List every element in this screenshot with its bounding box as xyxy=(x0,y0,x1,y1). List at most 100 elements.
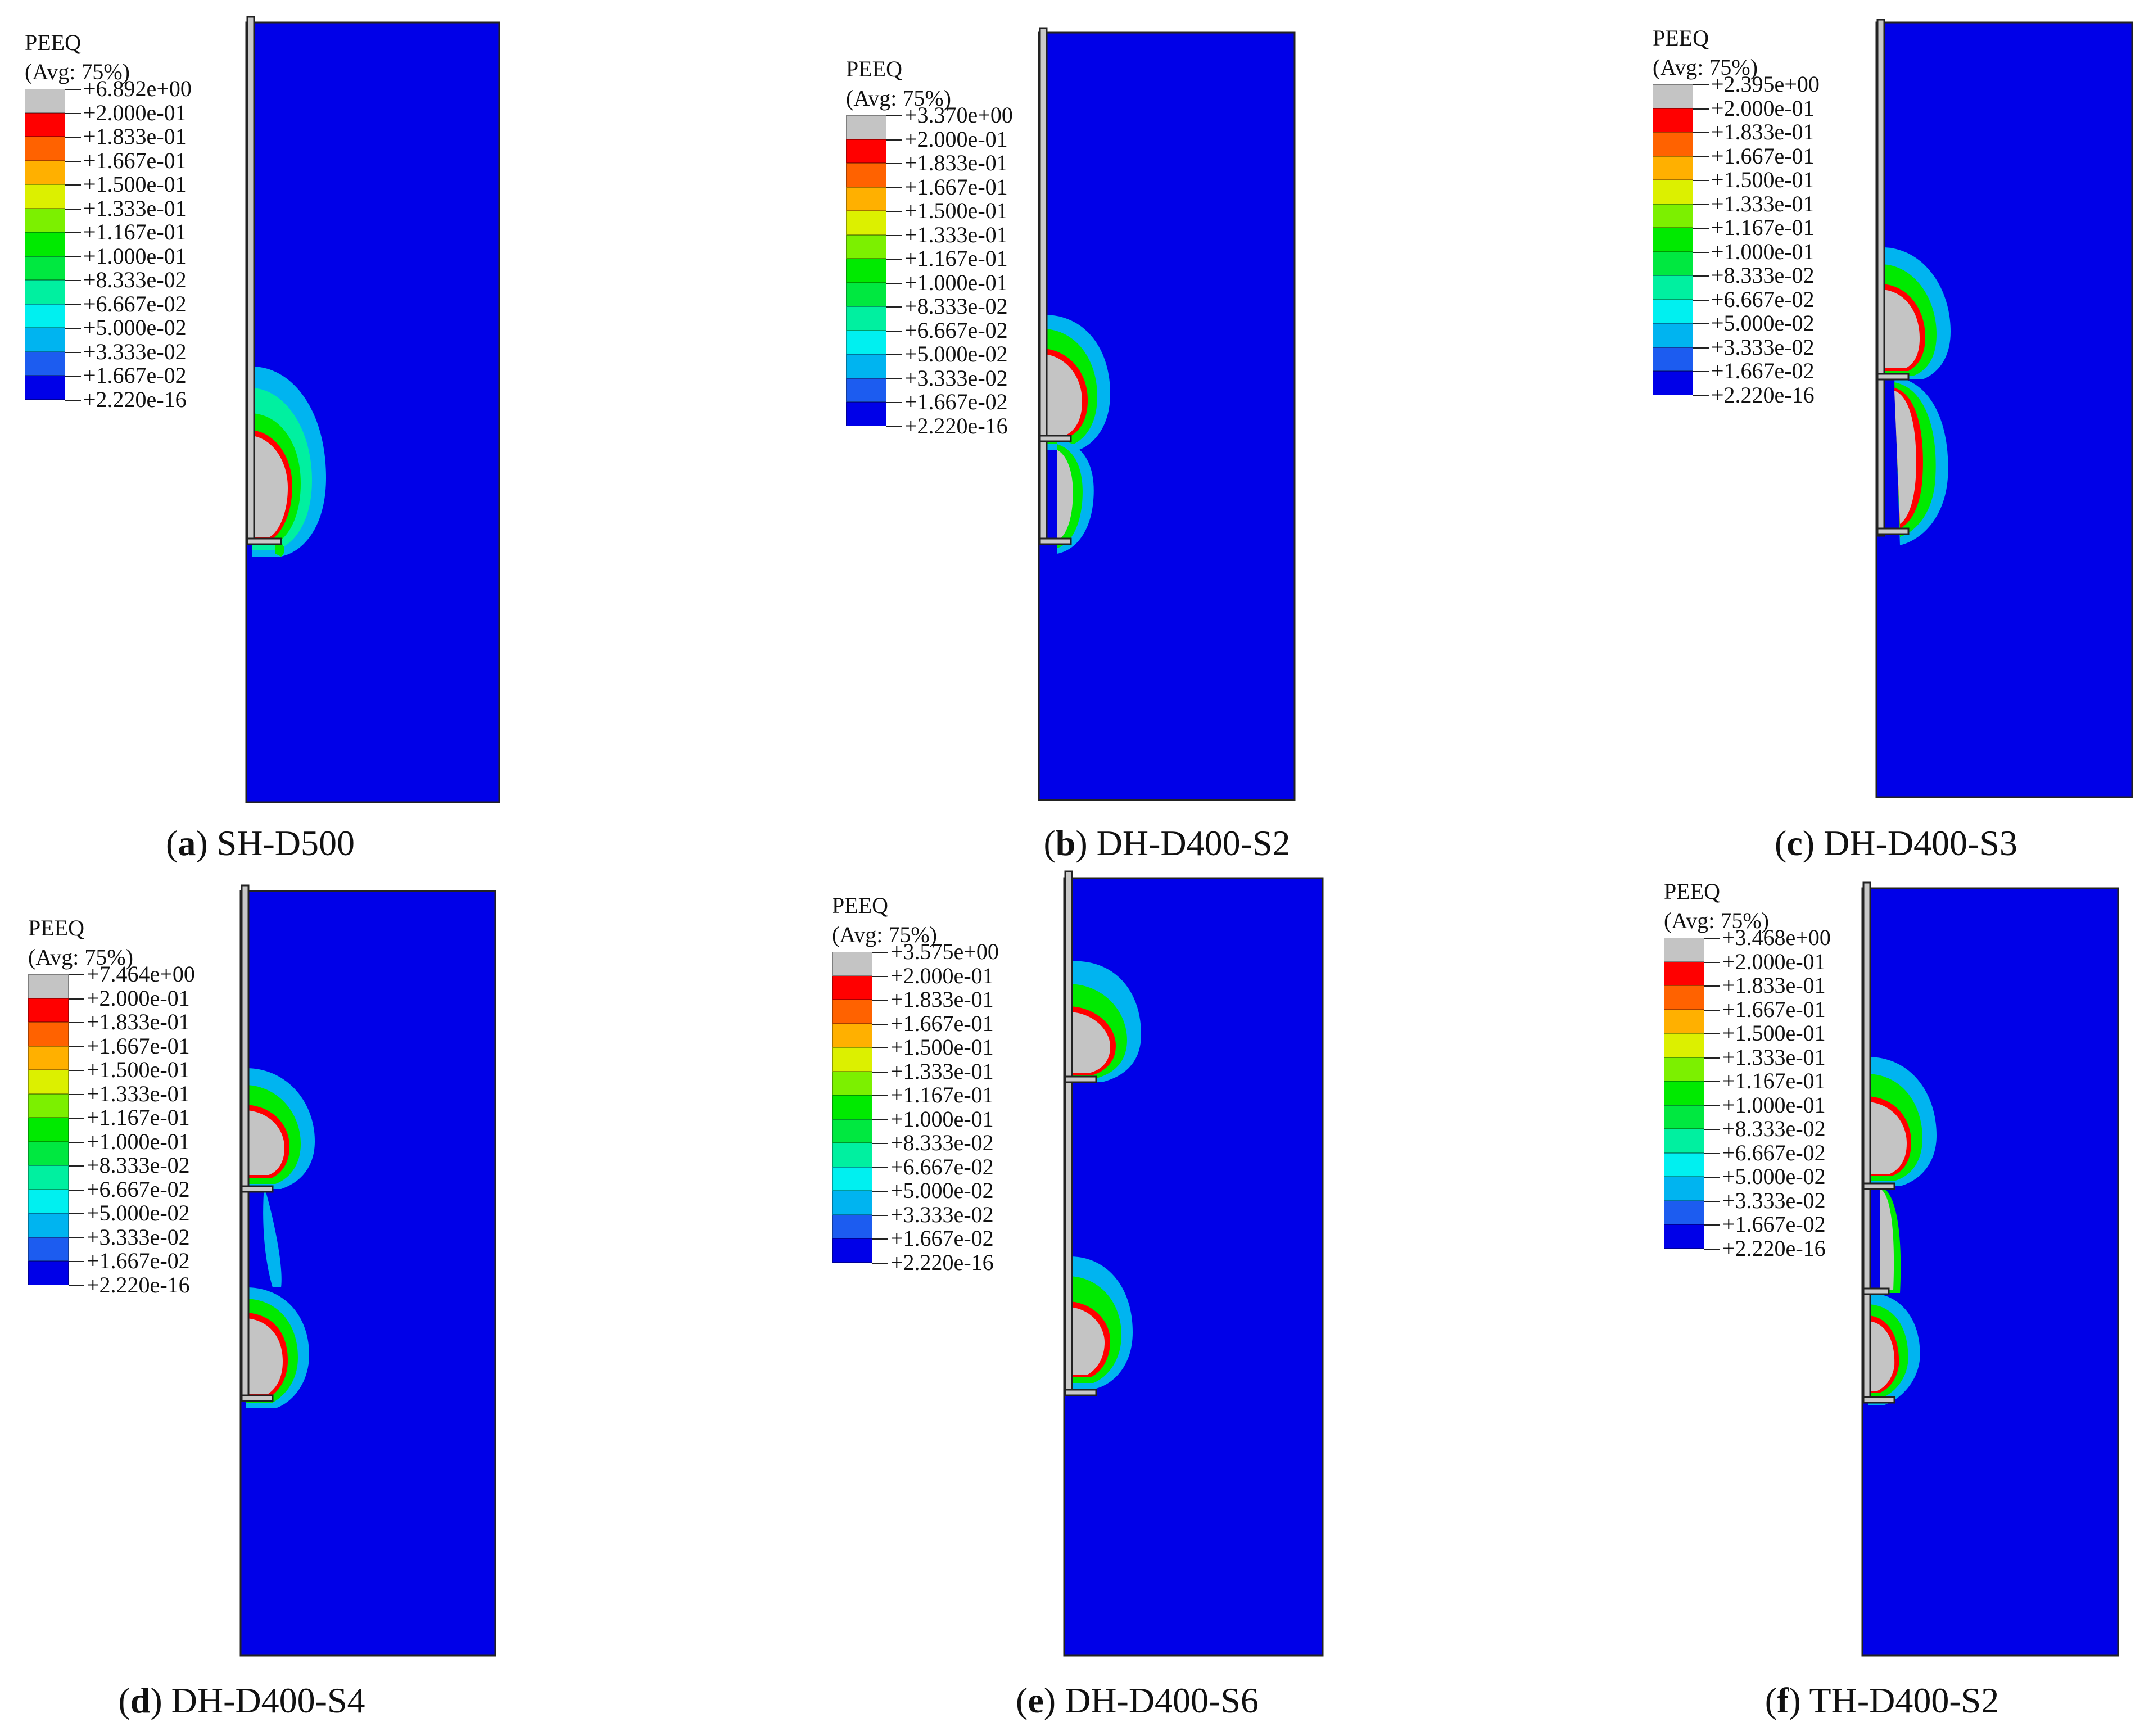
legend-label: +1.667e-01 xyxy=(904,174,1008,200)
legend-label: +2.220e-16 xyxy=(1722,1235,1826,1261)
legend-swatch xyxy=(1653,108,1693,132)
legend-swatch xyxy=(846,139,886,163)
legend-label: +1.000e-01 xyxy=(890,1106,994,1132)
legend-label: +1.000e-01 xyxy=(87,1128,190,1154)
legend-swatch xyxy=(1653,371,1693,395)
plastic-zone xyxy=(1044,315,1110,554)
legend-subtitle: (Avg: 75%) xyxy=(832,922,937,947)
legend-tick xyxy=(1704,1009,1720,1011)
legend-title: PEEQ xyxy=(28,915,84,941)
legend-swatch xyxy=(28,1165,69,1190)
caption-a: (a) SH-D500 xyxy=(166,823,355,863)
legend-label: +1.667e-02 xyxy=(890,1226,994,1251)
legend-tick xyxy=(65,232,81,233)
pile-shaft xyxy=(1876,19,1885,537)
legend-label: +1.833e-01 xyxy=(904,150,1008,175)
legend-subtitle: (Avg: 75%) xyxy=(846,85,951,111)
legend-scale: +6.892e+00 +2.000e-01 +1.833e-01 +1.667e-01… xyxy=(25,78,227,411)
legend-swatch xyxy=(25,232,65,256)
legend-tick xyxy=(872,1238,888,1240)
legend-tick xyxy=(1693,84,1709,85)
legend-label: +1.000e-01 xyxy=(1711,238,1815,264)
legend-label: +1.333e-01 xyxy=(83,195,187,221)
legend-tick xyxy=(1704,938,1720,939)
legend-tick xyxy=(886,330,902,332)
legend-tick xyxy=(1693,204,1709,205)
caption-name: DH-D400-S4 xyxy=(171,1680,365,1720)
legend-swatch xyxy=(832,1047,872,1072)
legend-label: +5.000e-02 xyxy=(904,341,1008,367)
legend-label: +1.500e-01 xyxy=(83,171,187,197)
legend-label: +6.667e-02 xyxy=(87,1176,190,1202)
legend-swatch xyxy=(28,1118,69,1142)
legend-swatch xyxy=(846,354,886,378)
legend-label: +3.333e-02 xyxy=(1711,334,1815,360)
legend-label: +2.000e-01 xyxy=(87,985,190,1011)
legend-swatch xyxy=(832,1143,872,1167)
legend-tick xyxy=(65,399,81,401)
legend-label: +5.000e-02 xyxy=(83,315,187,340)
legend-label: +6.667e-02 xyxy=(904,317,1008,343)
legend-swatch xyxy=(1653,204,1693,228)
legend-swatch xyxy=(832,1191,872,1215)
legend-swatch xyxy=(1664,1009,1704,1033)
legend-e: PEEQ (Avg: 75%) +3.575e+00 +2.000e-01 +1.8… xyxy=(832,891,1034,1274)
helix-plate xyxy=(1876,373,1910,381)
caption-e: (e) DH-D400-S6 xyxy=(1016,1680,1259,1720)
legend-swatch xyxy=(1664,985,1704,1010)
legend-tick xyxy=(872,1071,888,1073)
legend-label: +6.892e+00 xyxy=(83,76,192,101)
legend-subtitle: (Avg: 75%) xyxy=(1653,55,1758,80)
legend-swatch xyxy=(28,1070,69,1094)
legend-b: PEEQ (Avg: 75%) +3.370e+00 +2.000e-01 +1.8… xyxy=(846,55,1048,437)
legend-label: +8.333e-02 xyxy=(1722,1116,1826,1141)
legend-label: +1.667e-01 xyxy=(83,147,187,173)
legend-label: +5.000e-02 xyxy=(1722,1164,1826,1189)
legend-label: +1.833e-01 xyxy=(1711,119,1815,144)
legend-tick xyxy=(886,115,902,116)
legend-swatch xyxy=(1653,275,1693,300)
legend-label: +3.370e+00 xyxy=(904,102,1013,128)
legend-tick xyxy=(872,1167,888,1168)
legend-swatch xyxy=(832,1095,872,1119)
legend-swatch xyxy=(832,1071,872,1095)
legend-tick xyxy=(65,137,81,138)
caption-name: TH-D400-S2 xyxy=(1809,1680,1999,1720)
legend-tick xyxy=(1704,1033,1720,1034)
legend-swatch xyxy=(832,1119,872,1143)
helix-plate xyxy=(1862,1287,1890,1295)
legend-swatch xyxy=(28,1189,69,1213)
legend-tick xyxy=(65,376,81,377)
legend-tick xyxy=(1693,299,1709,301)
legend-label: +5.000e-02 xyxy=(87,1200,190,1226)
legend-label: +2.220e-16 xyxy=(904,413,1008,438)
legend-swatch xyxy=(1653,132,1693,156)
caption-name: DH-D400-S2 xyxy=(1096,823,1291,863)
legend-label: +2.220e-16 xyxy=(87,1272,190,1298)
legend-swatch xyxy=(28,1261,69,1285)
helix-plate xyxy=(1862,1396,1895,1404)
legend-tick xyxy=(69,1261,84,1262)
legend-label: +1.167e-01 xyxy=(83,219,187,245)
legend-label: +1.833e-01 xyxy=(83,124,187,149)
legend-tick xyxy=(69,974,84,975)
legend-title: PEEQ xyxy=(846,56,902,82)
legend-swatch xyxy=(28,1022,69,1046)
legend-tick xyxy=(1704,961,1720,963)
legend-label: +1.667e-01 xyxy=(1711,143,1815,169)
legend-tick xyxy=(1693,228,1709,229)
legend-swatch xyxy=(846,259,886,283)
legend-scale: +7.464e+00 +2.000e-01 +1.833e-01 +1.667e-01… xyxy=(28,963,230,1298)
helix-plate xyxy=(1064,1075,1097,1083)
legend-tick xyxy=(65,112,81,114)
legend-tick xyxy=(65,351,81,353)
plastic-zone xyxy=(1868,1057,1937,1405)
legend-title: PEEQ xyxy=(1664,879,1720,904)
legend-label: +3.333e-02 xyxy=(1722,1187,1826,1213)
caption-f: (f) TH-D400-S2 xyxy=(1765,1680,1999,1720)
legend-label: +3.468e+00 xyxy=(1722,925,1831,950)
legend-tick xyxy=(886,234,902,236)
legend-swatch xyxy=(832,1238,872,1263)
legend-tick xyxy=(886,402,902,403)
legend-tick xyxy=(65,89,81,90)
